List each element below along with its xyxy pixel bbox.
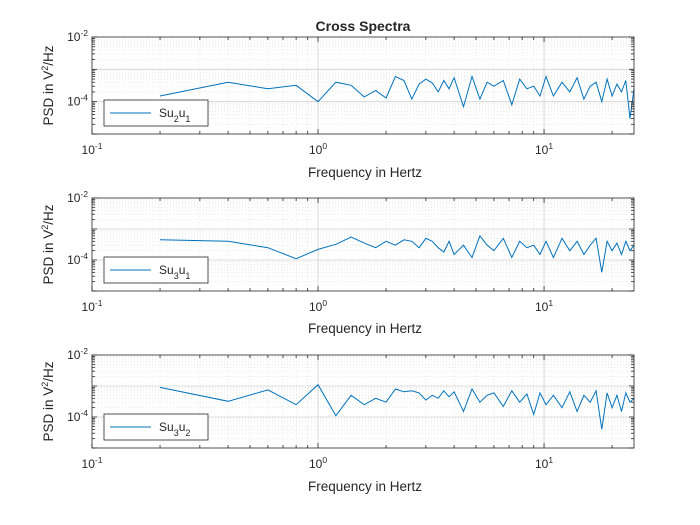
x-tick-label: 101 — [535, 298, 553, 314]
x-tick-label: 101 — [535, 141, 553, 157]
subplot-3: 10-1 100 101 10-4 10-2 Frequency in Hertz PSD … — [40, 346, 635, 494]
y-tick-label: 10-4 — [67, 251, 88, 267]
series-line-1 — [159, 74, 635, 119]
x-tick-label: 100 — [309, 455, 327, 471]
legend-entry: Su2u1 — [159, 106, 190, 124]
legend: Su3u2 — [103, 413, 209, 441]
x-tick-label: 101 — [535, 455, 553, 471]
legend: Su2u1 — [103, 99, 209, 127]
series-line-1 — [159, 234, 635, 273]
x-tick-label: 10-1 — [82, 455, 103, 471]
tick-marks — [91, 197, 634, 292]
legend-entry: Su3u2 — [159, 420, 190, 438]
x-tick-label: 10-1 — [82, 298, 103, 314]
chart-title: Cross Spectra — [316, 18, 411, 34]
tick-marks — [91, 354, 634, 449]
subplot-2: 10-1 100 101 10-4 10-2 Frequency in Hertz PSD … — [40, 189, 635, 336]
y-axis-label: PSD in V2/Hz — [40, 361, 56, 441]
y-tick-label: 10-4 — [67, 93, 88, 109]
axes-box — [91, 354, 635, 449]
x-tick-label: 100 — [309, 141, 327, 157]
y-axis-label: PSD in V2/Hz — [40, 45, 56, 125]
axes-box — [91, 197, 635, 292]
x-axis-label: Frequency in Hertz — [308, 165, 422, 180]
tick-marks — [91, 36, 634, 135]
y-tick-label: 10-2 — [67, 189, 88, 205]
series-line-1 — [159, 383, 635, 430]
y-axis-label: PSD in V2/Hz — [40, 204, 56, 284]
subplot-1: 10-1 100 101 10-4 10-2 Frequency in Hertz PSD … — [40, 18, 635, 180]
x-axis-label: Frequency in Hertz — [308, 479, 422, 494]
legend: Su3u1 — [103, 256, 209, 284]
legend-entry: Su3u1 — [159, 263, 190, 281]
y-tick-label: 10-4 — [67, 408, 88, 424]
axes-box — [91, 36, 635, 135]
x-tick-label: 100 — [309, 298, 327, 314]
x-axis-label: Frequency in Hertz — [308, 321, 422, 336]
y-tick-label: 10-2 — [67, 346, 88, 362]
y-tick-label: 10-2 — [67, 28, 88, 44]
x-tick-label: 10-1 — [82, 141, 103, 157]
